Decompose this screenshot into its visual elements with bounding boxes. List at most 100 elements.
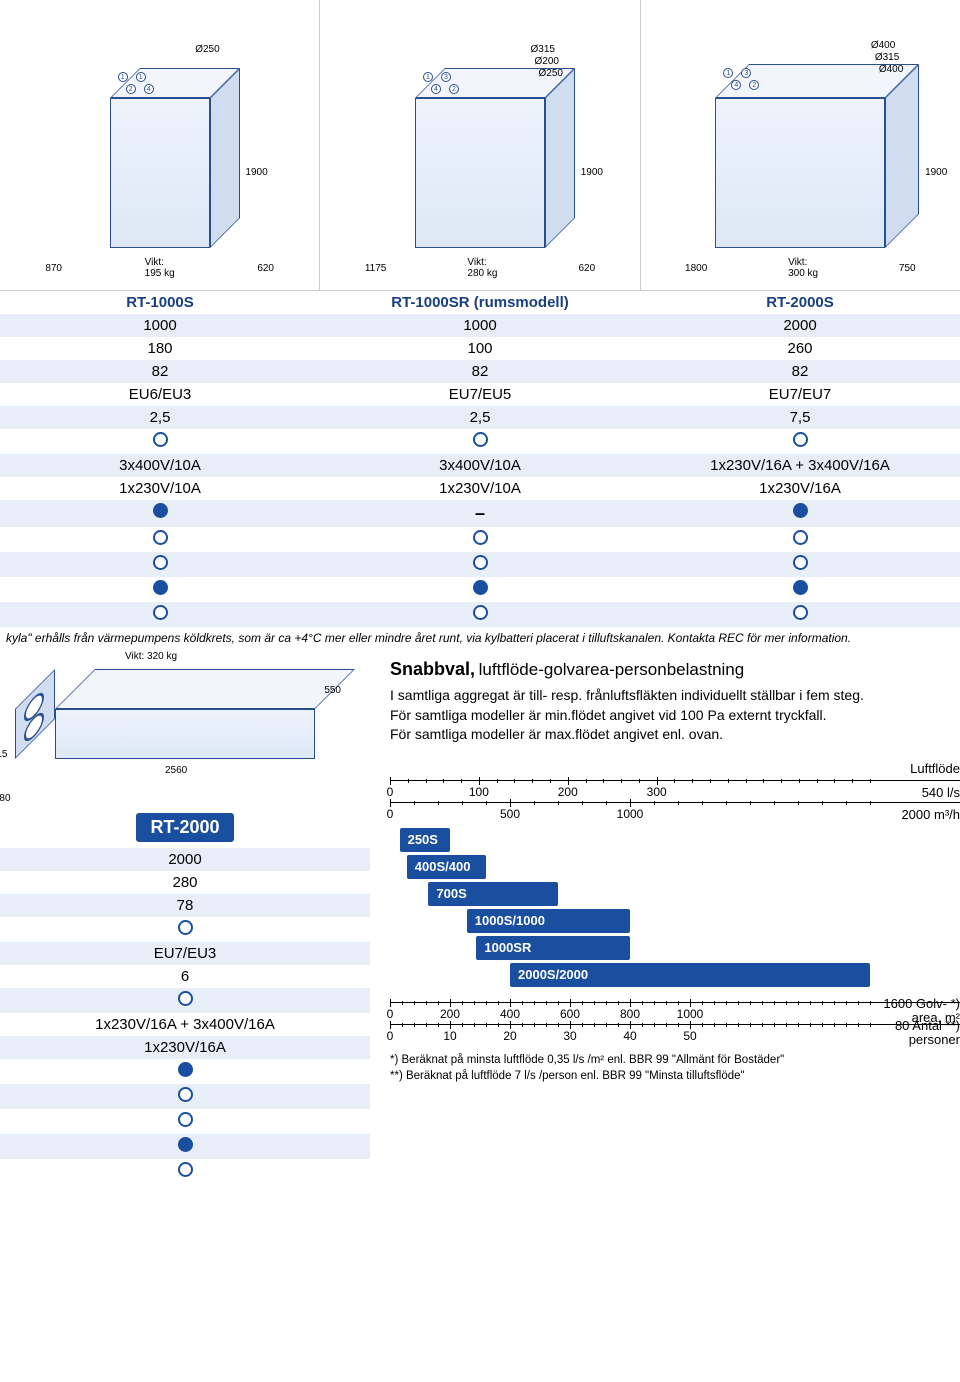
chart-axis: 0100200300540 l/s: [390, 780, 960, 800]
spec-row: [0, 988, 370, 1013]
unit-drawing: 1342 Ø315Ø200Ø250 1900: [324, 8, 635, 248]
circle-filled-icon: [793, 580, 808, 595]
spec-cell: [0, 1059, 370, 1084]
port-number: 1: [136, 72, 146, 82]
axis-tick-label: 1000: [677, 1007, 704, 1021]
spec-row: 1x230V/16A: [0, 1036, 370, 1059]
port-number: 4: [431, 84, 441, 94]
unit-column: 1124 Ø250 1900 870 Vikt:195 kg 620: [0, 0, 319, 290]
model-name: RT-1000S: [0, 291, 320, 314]
spec-row: [0, 1134, 370, 1159]
spec-cell: [640, 500, 960, 527]
snabbval-line3: För samtliga modeller är max.flödet angi…: [390, 725, 960, 745]
unit-column: 1342 Ø400Ø315Ø400 1900 1800 Vikt:300 kg …: [640, 0, 960, 290]
spec-cell: 1x230V/16A + 3x400V/16A: [640, 454, 960, 477]
rt2000-spec-table: 200028078EU7/EU361x230V/16A + 3x400V/16A…: [0, 848, 370, 1184]
weight-label: Vikt:195 kg: [145, 257, 175, 279]
circle-open-icon: [153, 432, 168, 447]
kyla-footnote: kyla" erhålls från värmepumpens köldkret…: [0, 627, 960, 649]
axis-tick-label: 20: [503, 1029, 516, 1043]
spec-cell: 1x230V/10A: [320, 477, 640, 500]
spec-cell: [320, 429, 640, 454]
spec-cell: 3x400V/10A: [0, 454, 320, 477]
height-label: 1900: [925, 167, 947, 178]
axis-unit: 2000 m³/h: [901, 807, 960, 822]
circle-open-icon: [153, 605, 168, 620]
top-units-row: 1124 Ø250 1900 870 Vikt:195 kg 620 1342 …: [0, 0, 960, 291]
port-number: 4: [144, 84, 154, 94]
chart-axis: 0102030405080 Antal **)personer: [390, 1024, 960, 1044]
spec-cell: [0, 552, 320, 577]
spec-row: EU6/EU3EU7/EU5EU7/EU7: [0, 383, 960, 406]
weight-label: Vikt:300 kg: [788, 257, 818, 279]
height-label: 1900: [581, 167, 603, 178]
axis-tick-label: 100: [469, 785, 489, 799]
axis-unit: 540 l/s: [922, 785, 960, 800]
circle-open-icon: [793, 530, 808, 545]
circle-filled-icon: [793, 503, 808, 518]
spec-cell: 180: [0, 337, 320, 360]
snabbval-column: Snabbval, luftflöde-golvarea-personbelas…: [370, 659, 960, 1184]
spec-cell: EU6/EU3: [0, 383, 320, 406]
spec-row: [0, 429, 960, 454]
spec-cell: [0, 500, 320, 527]
circle-filled-icon: [153, 580, 168, 595]
spec-cell: 2,5: [320, 406, 640, 429]
spec-cell: [0, 1084, 370, 1109]
spec-cell: EU7/EU7: [640, 383, 960, 406]
spec-cell: [640, 602, 960, 627]
circle-filled-icon: [153, 503, 168, 518]
spec-cell: 1x230V/16A: [0, 1036, 370, 1059]
spec-cell: [0, 917, 370, 942]
width-label: 1175: [365, 263, 387, 274]
footnote-1: *) Beräknat på minsta luftflöde 0,35 l/s…: [390, 1052, 960, 1068]
unit-drawing: 1342 Ø400Ø315Ø400 1900: [645, 8, 956, 248]
spec-cell: 280: [0, 871, 370, 894]
port-diameter: Ø315: [875, 52, 899, 63]
spec-row: 78: [0, 894, 370, 917]
depth-label: 750: [899, 263, 916, 274]
snabbval-line2: För samtliga modeller är min.flödet angi…: [390, 706, 960, 726]
spec-row: 280: [0, 871, 370, 894]
depth-label: 620: [257, 263, 274, 274]
spec-cell: [320, 577, 640, 602]
model-name: RT-1000SR (rumsmodell): [320, 291, 640, 314]
axis-tick-label: 10: [443, 1029, 456, 1043]
axis-tick-label: 300: [647, 785, 667, 799]
spec-cell: [0, 1134, 370, 1159]
rt2000-w: 1180: [0, 793, 11, 804]
spec-row: EU7/EU3: [0, 942, 370, 965]
spec-row: 828282: [0, 360, 960, 383]
snabbval-subtitle: luftflöde-golvarea-personbelastning: [479, 660, 745, 679]
spec-cell: 6: [0, 965, 370, 988]
spec-table: 100010002000180100260828282EU6/EU3EU7/EU…: [0, 314, 960, 627]
spec-cell: 100: [320, 337, 640, 360]
axis-tick-label: 1000: [617, 807, 644, 821]
chart-axis: 050010002000 m³/h: [390, 802, 960, 822]
spec-row: [0, 1109, 370, 1134]
spec-cell: [640, 552, 960, 577]
spec-cell: 260: [640, 337, 960, 360]
circle-open-icon: [793, 555, 808, 570]
port-number: 1: [423, 72, 433, 82]
port-diameter: Ø200: [535, 56, 559, 67]
spec-row: [0, 527, 960, 552]
spec-cell: 82: [320, 360, 640, 383]
chart-axis: 020040060080010001600 Golv- *)area, m²: [390, 1002, 960, 1022]
width-label: 1800: [685, 263, 707, 274]
spec-cell: 2,5: [0, 406, 320, 429]
chart-bar: 1000S/1000: [467, 909, 630, 933]
circle-open-icon: [178, 1087, 193, 1102]
depth-label: 620: [578, 263, 595, 274]
rt2000-l: 2560: [165, 765, 187, 776]
spec-row: –: [0, 500, 960, 527]
spec-row: 2,52,57,5: [0, 406, 960, 429]
spec-row: 100010002000: [0, 314, 960, 337]
rt2000-weight: Vikt: 320 kg: [125, 651, 177, 662]
spec-cell: [640, 527, 960, 552]
circle-open-icon: [178, 1162, 193, 1177]
axis-tick-label: 200: [440, 1007, 460, 1021]
port-number: 1: [118, 72, 128, 82]
spec-cell: EU7/EU5: [320, 383, 640, 406]
spec-cell: 2000: [0, 848, 370, 871]
